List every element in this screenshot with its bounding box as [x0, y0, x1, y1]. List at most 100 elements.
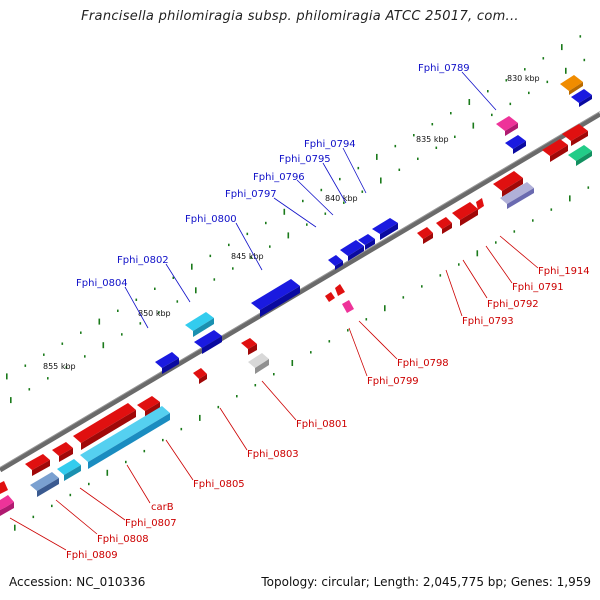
tick-mark: [546, 80, 549, 84]
tick-mark: [250, 256, 253, 259]
tick-mark: [324, 212, 327, 215]
gene-label-fphi-0799[interactable]: Fphi_0799: [367, 376, 419, 387]
gene-feature[interactable]: [251, 279, 300, 317]
gene-label-fphi-0789[interactable]: Fphi_0789: [418, 63, 470, 74]
tick-mark: [24, 364, 27, 367]
gene-feature[interactable]: [325, 292, 335, 302]
tick-mark: [306, 223, 308, 226]
tick-mark: [454, 135, 456, 138]
tick-mark: [43, 353, 45, 356]
tick-mark: [10, 397, 12, 404]
gene-label-fphi-0793[interactable]: Fphi_0793: [462, 316, 514, 327]
tick-mark: [524, 68, 526, 71]
gene-feature[interactable]: [342, 300, 354, 313]
tick-mark: [439, 274, 442, 277]
kbp-label-845: 845 kbp: [231, 252, 264, 261]
gene-feature[interactable]: [52, 442, 73, 462]
gene-label-fphi-0800[interactable]: Fphi_0800: [185, 214, 237, 225]
gene-feature[interactable]: [568, 145, 592, 166]
gene-feature[interactable]: [194, 330, 222, 354]
gene-feature[interactable]: [436, 217, 452, 234]
genome-summary: Topology: circular; Length: 2,045,775 bp…: [261, 575, 591, 589]
gene-feature[interactable]: [185, 312, 214, 337]
gene-feature[interactable]: [0, 481, 8, 494]
gene-label-fphi-0801[interactable]: Fphi_0801: [296, 419, 348, 430]
tick-mark: [361, 190, 364, 193]
tick-mark: [69, 493, 72, 497]
tick-mark: [569, 195, 571, 202]
gene-feature[interactable]: [155, 352, 179, 374]
gene-feature[interactable]: [493, 171, 523, 197]
gene-label-fphi-0797[interactable]: Fphi_0797: [225, 189, 277, 200]
gene-feature[interactable]: [496, 116, 518, 136]
tick-mark: [487, 90, 489, 93]
tick-mark: [398, 168, 401, 171]
gene-feature[interactable]: [335, 284, 345, 296]
tick-mark: [269, 245, 271, 248]
gene-feature[interactable]: [562, 124, 588, 146]
tick-mark: [542, 57, 545, 60]
gene-feature[interactable]: [571, 89, 592, 107]
gene-feature[interactable]: [137, 396, 160, 417]
tick-mark: [402, 296, 405, 299]
gene-label-fphi-0809[interactable]: Fphi_0809: [66, 550, 118, 561]
gene-feature[interactable]: [248, 353, 269, 374]
gene-label-fphi-0802[interactable]: Fphi_0802: [117, 255, 169, 266]
tick-mark: [273, 373, 275, 376]
gene-label-fphi-0794[interactable]: Fphi_0794: [304, 139, 356, 150]
kbp-label-830: 830 kbp: [507, 74, 540, 83]
gene-feature[interactable]: [505, 135, 526, 154]
tick-mark: [191, 263, 193, 270]
gene-feature[interactable]: [542, 139, 568, 162]
gene-feature[interactable]: [358, 234, 375, 250]
gene-feature[interactable]: [500, 182, 534, 209]
gene-label-fphi-0803[interactable]: Fphi_0803: [247, 449, 299, 460]
gene-label-fphi-0808[interactable]: Fphi_0808: [97, 534, 149, 545]
tick-mark: [246, 232, 249, 236]
tick-mark: [310, 351, 312, 354]
gene-feature[interactable]: [452, 202, 478, 226]
accession-label: Accession: NC_010336: [9, 575, 146, 589]
gene-feature[interactable]: [25, 454, 50, 476]
tick-mark: [232, 267, 234, 270]
tick-mark: [195, 287, 197, 294]
kbp-label-835: 835 kbp: [416, 135, 449, 144]
gene-label-fphi-0807[interactable]: Fphi_0807: [125, 518, 177, 529]
tick-mark: [380, 177, 382, 184]
gene-label-fphi-0798[interactable]: Fphi_0798: [397, 358, 449, 369]
tick-mark: [32, 515, 35, 519]
tick-mark: [421, 285, 423, 288]
gene-label-fphi-0796[interactable]: Fphi_0796: [253, 172, 305, 183]
tick-mark: [265, 221, 267, 225]
tick-mark: [228, 243, 230, 247]
tick-mark: [117, 309, 119, 312]
gene-feature[interactable]: [328, 255, 343, 270]
gene-feature[interactable]: [372, 218, 398, 240]
tick-mark: [121, 333, 123, 336]
gene-feature[interactable]: [241, 338, 257, 355]
gene-label-fphi-0805[interactable]: Fphi_0805: [193, 479, 245, 490]
gene-feature[interactable]: [80, 406, 170, 469]
gene-label-fphi-0795[interactable]: Fphi_0795: [279, 154, 331, 165]
tick-mark: [550, 208, 553, 211]
tick-mark: [528, 91, 530, 95]
tick-mark: [180, 427, 183, 431]
gene-label-fphi-1914[interactable]: Fphi_1914: [538, 266, 590, 277]
gene-feature[interactable]: [417, 227, 433, 244]
gene-label-fphi-0792[interactable]: Fphi_0792: [487, 299, 539, 310]
tick-mark: [376, 153, 378, 160]
gene-label-fphi-0791[interactable]: Fphi_0791: [512, 282, 564, 293]
gene-feature[interactable]: [193, 368, 207, 384]
gene-label-fphi-0804[interactable]: Fphi_0804: [76, 278, 128, 289]
gene-label-carb[interactable]: carB: [151, 502, 174, 513]
gene-feature[interactable]: [476, 198, 484, 210]
gene-feature[interactable]: [560, 75, 583, 95]
gene-feature[interactable]: [340, 240, 364, 261]
tick-mark: [106, 469, 109, 476]
gene-feature[interactable]: [0, 495, 14, 516]
tick-mark: [14, 524, 16, 531]
gene-feature[interactable]: [57, 459, 81, 481]
tick-mark: [236, 395, 238, 398]
gene-feature[interactable]: [73, 403, 136, 450]
gene-feature[interactable]: [30, 472, 59, 497]
